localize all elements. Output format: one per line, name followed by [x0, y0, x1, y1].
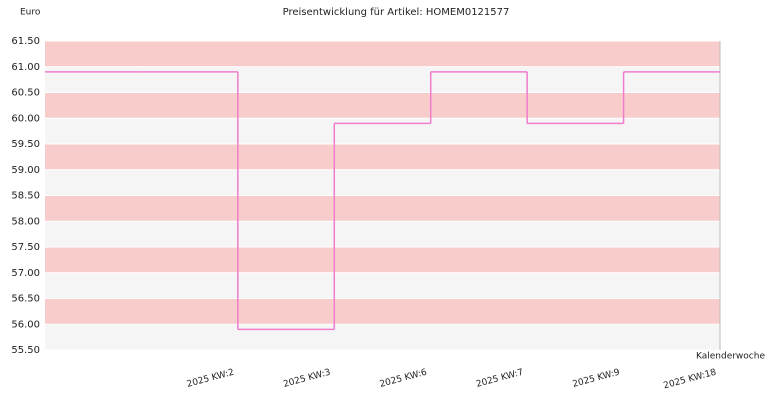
chart-title: Preisentwicklung für Artikel: HOMEM01215… — [283, 7, 510, 18]
plot-band — [45, 66, 720, 93]
plot-band — [45, 324, 720, 350]
y-tick-label: 56.00 — [11, 319, 40, 330]
x-tick-label: 2025 KW:2 — [186, 368, 235, 390]
y-tick-label: 59.00 — [11, 165, 40, 176]
y-tick-label: 61.50 — [11, 36, 40, 47]
x-tick-label: 2025 KW:3 — [282, 368, 331, 390]
x-tick-label: 2025 KW:7 — [475, 368, 524, 390]
plot-band — [45, 272, 720, 299]
plot-band — [45, 92, 720, 119]
y-tick-label: 57.50 — [11, 242, 40, 253]
plot-band — [45, 169, 720, 196]
x-tick-label: 2025 KW:9 — [572, 368, 622, 390]
plot-band — [45, 144, 720, 170]
plot-band — [45, 118, 720, 144]
x-tick-label: 2025 KW:6 — [379, 368, 429, 390]
y-tick-label: 60.50 — [11, 88, 40, 99]
y-tick-label: 56.50 — [11, 294, 40, 305]
x-axis-label: Kalenderwoche — [696, 352, 765, 362]
plot-band — [45, 298, 720, 325]
plot-band — [45, 41, 720, 67]
y-tick-label: 60.00 — [11, 113, 40, 124]
y-tick-label: 57.00 — [11, 268, 40, 279]
y-axis-label: Euro — [20, 8, 41, 18]
plot-band — [45, 195, 720, 222]
y-tick-label: 59.50 — [11, 139, 40, 150]
plot-band — [45, 221, 720, 247]
y-tick-label: 55.50 — [11, 345, 40, 356]
y-tick-label: 58.50 — [11, 191, 40, 202]
x-tick-label: 2025 KW:18 — [662, 368, 717, 392]
plot-band — [45, 247, 720, 273]
y-tick-label: 58.00 — [11, 216, 40, 227]
y-tick-label: 61.00 — [11, 62, 40, 73]
